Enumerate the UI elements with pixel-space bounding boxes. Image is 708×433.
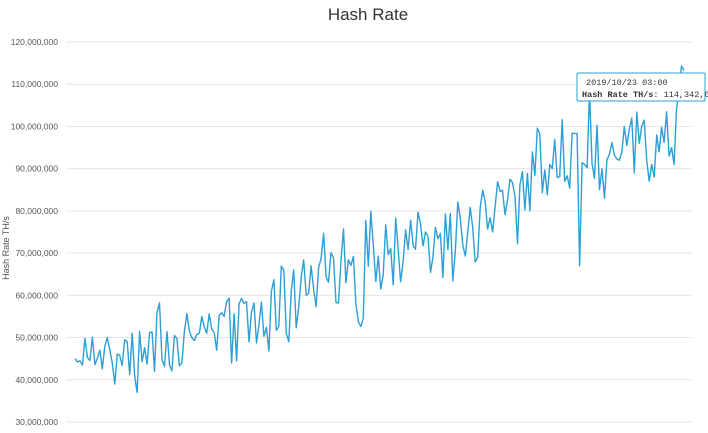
y-tick-label: 40,000,000 [15, 375, 58, 385]
y-axis-label: Hash Rate TH/s [1, 216, 11, 280]
tooltip-colon: : [653, 90, 663, 100]
y-axis-ticks: 30,000,000 40,000,000 50,000,000 60,000,000… [11, 37, 59, 427]
tooltip-box [576, 72, 706, 102]
series-line [74, 65, 685, 394]
y-tick-label: 100,000,000 [11, 121, 59, 131]
y-tick-label: 50,000,000 [15, 333, 58, 343]
y-tick-label: 90,000,000 [15, 164, 58, 174]
tooltip-value: 114,342,004 [664, 90, 708, 100]
tooltip: 2019/10/23 03:00 Hash Rate TH/s: 114,342… [576, 72, 708, 102]
chart-title: Hash Rate [328, 5, 408, 24]
tooltip-line: Hash Rate TH/s: 114,342,004 [582, 90, 708, 100]
y-tick-label: 110,000,000 [11, 79, 58, 89]
y-tick-label: 30,000,000 [15, 417, 58, 427]
tooltip-label: Hash Rate TH/s [582, 90, 653, 100]
series-layer [74, 65, 685, 394]
y-tick-label: 60,000,000 [15, 290, 58, 300]
tooltip-date: 2019/10/23 03:00 [586, 78, 668, 88]
y-tick-label: 80,000,000 [15, 206, 58, 216]
y-tick-label: 70,000,000 [15, 248, 58, 258]
y-tick-label: 120,000,000 [11, 37, 59, 47]
grid-layer [66, 41, 692, 423]
